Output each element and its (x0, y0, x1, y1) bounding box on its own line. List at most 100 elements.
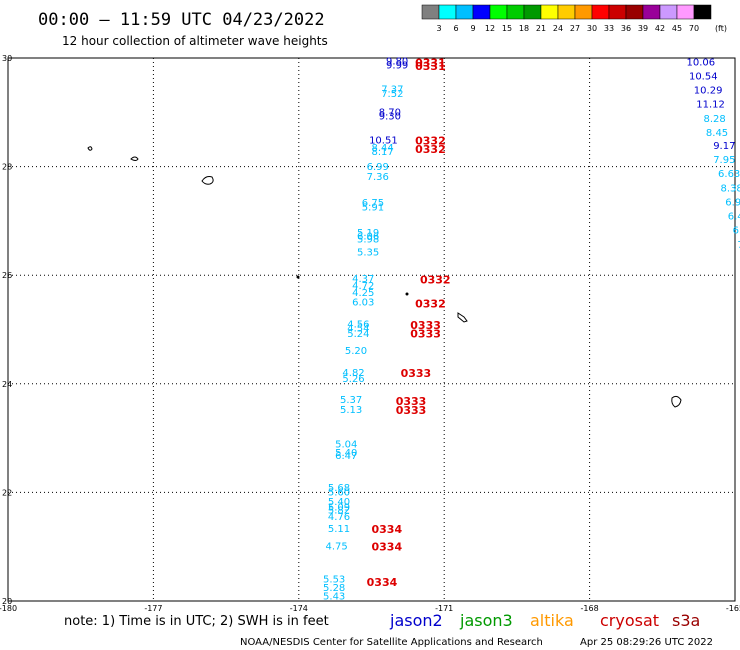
swh-value: 5.43 (323, 592, 345, 603)
swh-value: 5.09 (328, 503, 350, 514)
satellite-jason2: jason2 (389, 611, 443, 630)
swh-value: 5.28 (323, 583, 345, 594)
cycle-label: 0334 (372, 541, 403, 554)
swh-value: 6.41 (728, 212, 740, 223)
island-dot (296, 275, 300, 279)
swh-value: 5.19 (357, 228, 379, 239)
swh-value: 5.26 (342, 374, 364, 385)
colorbar-tick: 33 (604, 24, 614, 33)
colorbar-tick: 36 (621, 24, 631, 33)
map-subtitle: 12 hour collection of altimeter wave hei… (62, 34, 328, 48)
satellite-legend: jason2 jason3 altika cryosat s3a (389, 611, 700, 630)
x-tick-label: -165 (726, 604, 740, 613)
swh-value: 8.70 (379, 107, 401, 118)
swh-value: 6.96 (725, 197, 740, 208)
colorbar-swatch (540, 4, 559, 20)
satellite-altika: altika (530, 611, 574, 630)
swh-value: 7.95 (713, 155, 735, 166)
swh-value: 8.28 (703, 114, 725, 125)
colorbar-tick: 24 (553, 24, 563, 33)
colorbar-tick: 39 (638, 24, 648, 33)
swh-value: 4.54 (347, 323, 369, 334)
colorbar-swatch (438, 4, 457, 20)
island-outline (201, 176, 214, 185)
swh-value: 5.60 (328, 487, 350, 498)
y-tick-label: 28 (2, 163, 12, 172)
swh-value: 7.52 (381, 89, 403, 100)
cycle-label: 0331 (415, 60, 446, 73)
swh-value: 6.03 (352, 297, 374, 308)
colorbar-swatch (506, 4, 525, 20)
swh-value: 6.75 (362, 198, 384, 209)
swh-value: 10.29 (694, 86, 723, 97)
swh-value: 5.37 (340, 395, 362, 406)
x-tick-label: -168 (581, 604, 599, 613)
island-outline (457, 312, 468, 323)
swh-value: 6.06 (357, 232, 379, 243)
swh-value: 9.99 (386, 61, 408, 72)
swh-value: 9.30 (379, 112, 401, 123)
colorbar-swatch (455, 4, 474, 20)
swh-value: 8.45 (706, 128, 728, 139)
cycle-label: 0333 (410, 327, 441, 340)
swh-value: 5.68 (328, 483, 350, 494)
colorbar-tick: 9 (470, 24, 475, 33)
swh-value: 7.19 (737, 240, 740, 251)
satellite-jason3: jason3 (459, 611, 513, 630)
swh-value: 10.51 (369, 136, 398, 147)
island-dot (405, 292, 409, 296)
swh-value: 4.72 (352, 281, 374, 292)
swh-value: 9.17 (713, 141, 735, 152)
swh-value: 7.37 (381, 84, 403, 95)
colorbar-unit: (ft) (715, 24, 727, 33)
footer-timestamp: Apr 25 08:29:26 UTC 2022 (580, 637, 713, 648)
swh-value: 5.40 (335, 448, 357, 459)
island-shapes (87, 146, 682, 408)
colorbar-legend: 3 6 9 12 15 18 21 24 27 30 33 36 39 42 45 70 (ft) (421, 4, 727, 33)
swh-value: 8.38 (720, 183, 740, 194)
swh-value: 5.20 (345, 346, 367, 357)
cycle-label: 0332 (420, 274, 451, 287)
colorbar-tick: 15 (502, 24, 512, 33)
swh-value: 10.54 (689, 71, 718, 82)
colorbar-tick: 12 (485, 24, 495, 33)
island-outline (130, 156, 139, 161)
y-tick-label: 26 (2, 271, 12, 280)
swh-value: 5.91 (362, 202, 384, 213)
colorbar-tick: 27 (570, 24, 580, 33)
cycle-label: 0332 (415, 143, 446, 156)
swh-value: 10.06 (687, 57, 716, 68)
swh-value: 5.35 (357, 247, 379, 258)
cycle-label: 0333 (401, 367, 432, 380)
swh-value: 4.37 (352, 274, 374, 285)
cycle-label: 0332 (415, 297, 446, 310)
swh-value: 6.47 (335, 451, 357, 462)
cycle-label: 0334 (367, 576, 398, 589)
cycle-labels: 0331033103320332033203320333033303330333… (367, 56, 451, 589)
swh-value: 5.53 (323, 574, 345, 585)
cycle-label: 0334 (372, 523, 403, 536)
colorbar-swatch (591, 4, 610, 20)
map-grid (8, 58, 735, 601)
swh-value: 5.11 (328, 524, 350, 535)
colorbar-swatch (574, 4, 593, 20)
swh-value: 6.99 (367, 162, 389, 173)
cycle-label: 0333 (396, 404, 427, 417)
swh-value: 8.44 (372, 143, 394, 154)
swh-value: 5.98 (357, 234, 379, 245)
x-tick-label: -174 (290, 604, 308, 613)
colorbar-tick: 70 (689, 24, 699, 33)
swh-value: 6.63 (718, 169, 740, 180)
cycle-label: 0331 (415, 56, 446, 69)
colorbar-swatch (625, 4, 644, 20)
swh-value: 5.40 (328, 497, 350, 508)
axis-ticks: -180 -177 -174 -171 -168 -165 30 28 26 24 22 20 (0, 54, 740, 613)
colorbar-swatch (489, 4, 508, 20)
swh-value: 5.13 (340, 405, 362, 416)
swh-value: 4.75 (325, 542, 347, 553)
map-frame (7, 57, 736, 602)
swh-value: 5.04 (335, 440, 357, 451)
cycle-label: 0332 (415, 135, 446, 148)
swh-value: 4.82 (342, 368, 364, 379)
swh-value: 7.36 (367, 172, 389, 183)
